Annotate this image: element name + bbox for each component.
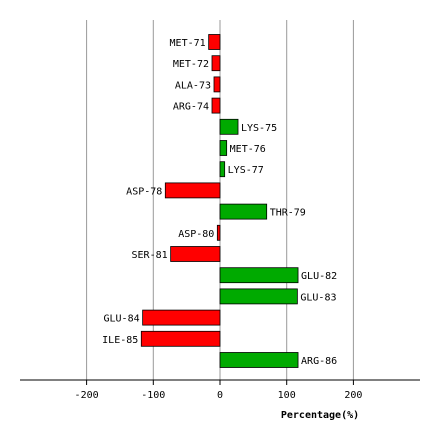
bar-label-arg-86: ARG-86 xyxy=(301,356,337,367)
x-tick-label: 0 xyxy=(217,390,223,401)
x-tick-label: 200 xyxy=(344,390,362,401)
bar-label-ser-81: SER-81 xyxy=(132,250,168,261)
bar-glu-82 xyxy=(219,267,299,284)
bar-ser-81 xyxy=(170,246,221,262)
bar-label-glu-83: GLU-83 xyxy=(300,292,336,303)
x-axis-title: Percentage(%) xyxy=(281,410,359,421)
x-tick-label: -200 xyxy=(75,390,99,401)
bar-label-lys-77: LYS-77 xyxy=(228,165,264,176)
bar-label-ile-85: ILE-85 xyxy=(102,335,138,346)
bar-arg-86 xyxy=(219,352,299,368)
bar-met-76 xyxy=(219,140,228,156)
bar-label-met-72: MET-72 xyxy=(173,59,209,70)
bar-glu-84 xyxy=(142,309,221,326)
bar-label-met-76: MET-76 xyxy=(230,144,266,155)
bar-label-glu-84: GLU-84 xyxy=(104,314,140,325)
bar-asp-80 xyxy=(216,224,221,241)
bar-met-71 xyxy=(208,34,221,50)
x-tick-label: 100 xyxy=(278,390,296,401)
bars xyxy=(140,34,299,368)
bar-arg-74 xyxy=(211,97,221,114)
bar-label-ala-73: ALA-73 xyxy=(175,80,211,91)
bar-glu-83 xyxy=(219,288,298,305)
bar-label-met-71: MET-71 xyxy=(170,38,206,49)
bar-asp-78 xyxy=(164,182,221,199)
bar-label-glu-82: GLU-82 xyxy=(301,271,337,282)
bar-ala-73 xyxy=(213,76,221,93)
x-axis: -200 -100 0 100 200 xyxy=(20,379,420,401)
bar-label-lys-75: LYS-75 xyxy=(241,123,277,134)
bar-label-thr-79: THR-79 xyxy=(270,208,306,219)
bar-met-72 xyxy=(211,55,221,72)
bar-labels: MET-71 MET-72 ALA-73 ARG-74 LYS-75 MET-76 LYS-… xyxy=(102,38,337,367)
bar-thr-79 xyxy=(219,203,268,220)
bar-label-asp-80: ASP-80 xyxy=(178,229,214,240)
bar-lys-77 xyxy=(219,161,226,178)
grid-lines xyxy=(86,20,354,380)
bar-label-arg-74: ARG-74 xyxy=(173,102,209,113)
bar-lys-75 xyxy=(219,118,239,135)
x-tick-label: -100 xyxy=(141,390,165,401)
bar-label-asp-78: ASP-78 xyxy=(126,186,162,197)
bar-ile-85 xyxy=(140,330,221,347)
